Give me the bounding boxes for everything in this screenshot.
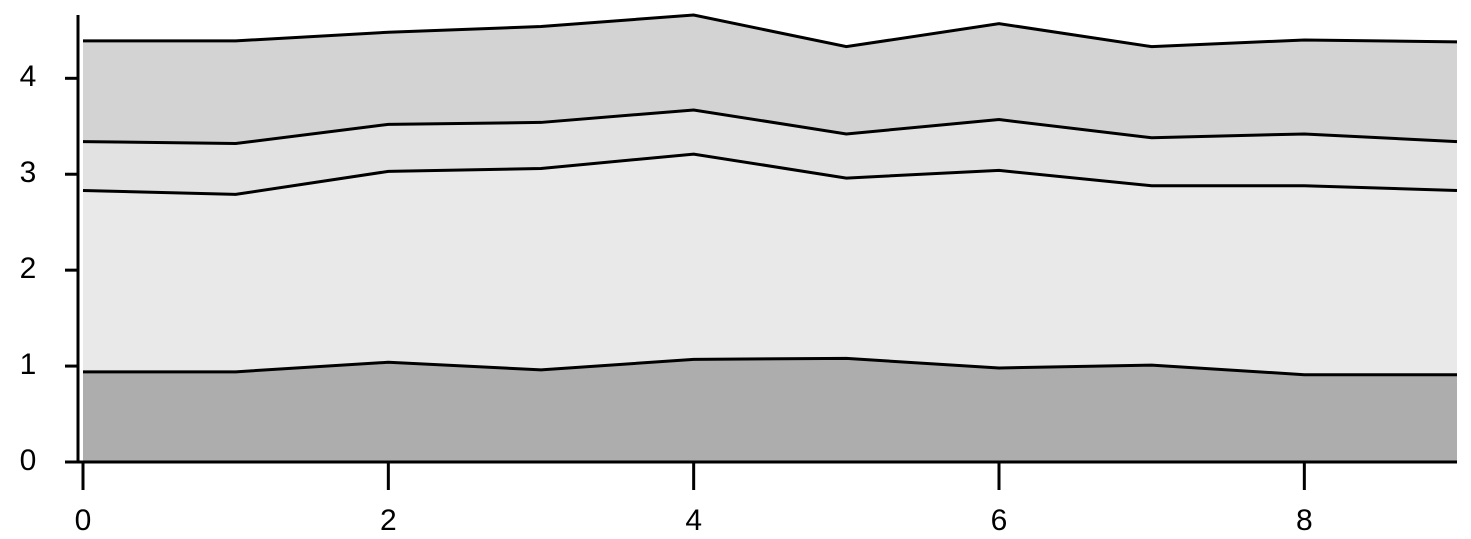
y-tick-label: 3 <box>20 156 37 189</box>
x-tick-label: 8 <box>1296 504 1313 537</box>
area <box>83 154 1457 375</box>
x-tick-label: 2 <box>380 504 397 537</box>
area-line <box>82 152 1458 196</box>
area <box>83 358 1457 462</box>
area-line <box>82 108 1458 146</box>
x-tick-label: 0 <box>75 504 92 537</box>
y-tick-label: 4 <box>20 60 37 93</box>
area-line <box>83 356 1457 377</box>
y-tick-label: 1 <box>20 348 37 381</box>
x-tick-label: 4 <box>685 504 702 537</box>
area <box>83 109 1457 195</box>
y-tick-label: 0 <box>20 444 37 477</box>
y-tick-label: 2 <box>20 252 37 285</box>
area-line <box>83 13 1458 49</box>
area <box>83 15 1457 144</box>
x-tick-label: 6 <box>991 504 1008 537</box>
